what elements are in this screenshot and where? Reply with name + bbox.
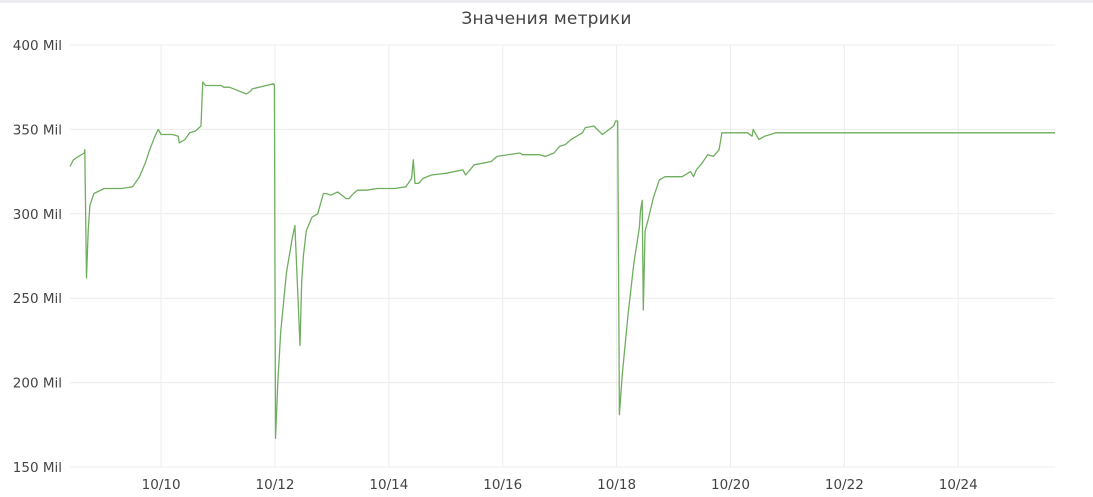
x-tick-label: 10/10 — [142, 477, 181, 493]
chart-title: Значения метрики — [461, 9, 632, 29]
x-tick-label: 10/22 — [825, 477, 864, 493]
top-strip — [0, 0, 1093, 3]
y-tick-label: 250 Mil — [13, 291, 62, 307]
x-tick-label: 10/12 — [256, 477, 295, 493]
x-tick-label: 10/20 — [711, 477, 750, 493]
y-tick-label: 300 Mil — [13, 207, 62, 223]
series-group — [69, 81, 1055, 439]
x-tick-label: 10/14 — [369, 477, 408, 493]
y-axis-labels: 150 Mil 200 Mil 250 Mil 300 Mil 350 Mil 400 M… — [13, 38, 62, 476]
y-grid — [70, 44, 1055, 468]
y-tick-label: 150 Mil — [13, 460, 62, 476]
x-tick-label: 10/16 — [483, 477, 522, 493]
y-tick-label: 200 Mil — [13, 376, 62, 392]
x-axis-labels: 10/10 10/12 10/14 10/16 10/18 10/20 10/22 10/24 — [142, 477, 978, 493]
x-tick-label: 10/18 — [597, 477, 636, 493]
y-tick-label: 400 Mil — [13, 38, 62, 54]
series-line — [69, 81, 1055, 439]
x-tick-label: 10/24 — [939, 477, 978, 493]
x-grid — [160, 45, 959, 467]
y-tick-label: 350 Mil — [13, 122, 62, 138]
